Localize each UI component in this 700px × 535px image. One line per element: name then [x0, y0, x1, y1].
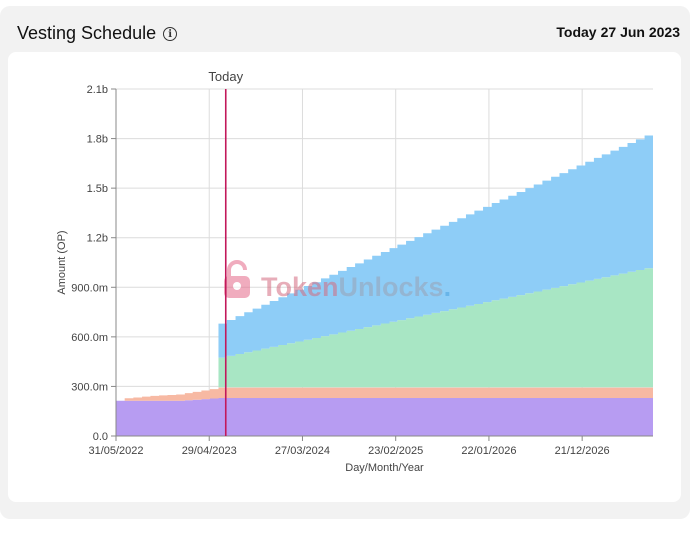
lock-logo-icon	[224, 260, 250, 298]
axes: 0.0 300.0m 600.0m 900.0m 1.2b 1.5b 1.8b 2.1b 31/…	[56, 84, 653, 474]
svg-text:TokenUnlocks.: TokenUnlocks.	[261, 272, 451, 302]
x-tick-label: 29/04/2023	[182, 445, 237, 457]
x-tick-label: 27/03/2024	[275, 445, 330, 457]
x-tick-label: 31/05/2022	[88, 445, 143, 457]
y-tick-label: 2.1b	[87, 84, 108, 96]
area-series	[116, 135, 653, 436]
y-axis-title: Amount (OP)	[56, 230, 68, 294]
y-tick-label: 600.0m	[71, 332, 108, 344]
series-area-5[interactable]	[116, 135, 653, 401]
series-area-2[interactable]	[116, 387, 653, 401]
x-axis-title: Day/Month/Year	[345, 462, 424, 474]
x-tick-label: 23/02/2025	[368, 445, 423, 457]
y-tick-label: 0.0	[93, 431, 108, 443]
series-area-4[interactable]	[116, 268, 653, 401]
x-tick-label: 22/01/2026	[461, 445, 516, 457]
y-tick-label: 1.2b	[87, 233, 108, 245]
series-area-1[interactable]	[116, 398, 653, 436]
card-title: Vesting Schedule i	[17, 23, 178, 44]
today-date-label: Today	[556, 24, 597, 40]
y-tick-label: 300.0m	[71, 381, 108, 393]
tokenunlocks-watermark: TokenUnlocks.	[224, 260, 451, 302]
today-marker-label: Today	[208, 69, 243, 84]
y-tick-label: 1.5b	[87, 183, 108, 195]
watermark-dot: .	[444, 272, 452, 302]
x-tick-label: 21/12/2026	[555, 445, 610, 457]
info-icon[interactable]: i	[163, 27, 178, 41]
watermark-unlocks: Unlocks	[339, 272, 444, 302]
card-title-text: Vesting Schedule	[17, 23, 157, 43]
today-date-value: 27 Jun 2023	[600, 24, 680, 40]
watermark-token: Token	[261, 272, 339, 302]
today-marker: Today	[208, 69, 244, 436]
y-tick-label: 1.8b	[87, 134, 108, 146]
today-date: Today 27 Jun 2023	[556, 24, 680, 40]
y-tick-label: 900.0m	[71, 282, 108, 294]
